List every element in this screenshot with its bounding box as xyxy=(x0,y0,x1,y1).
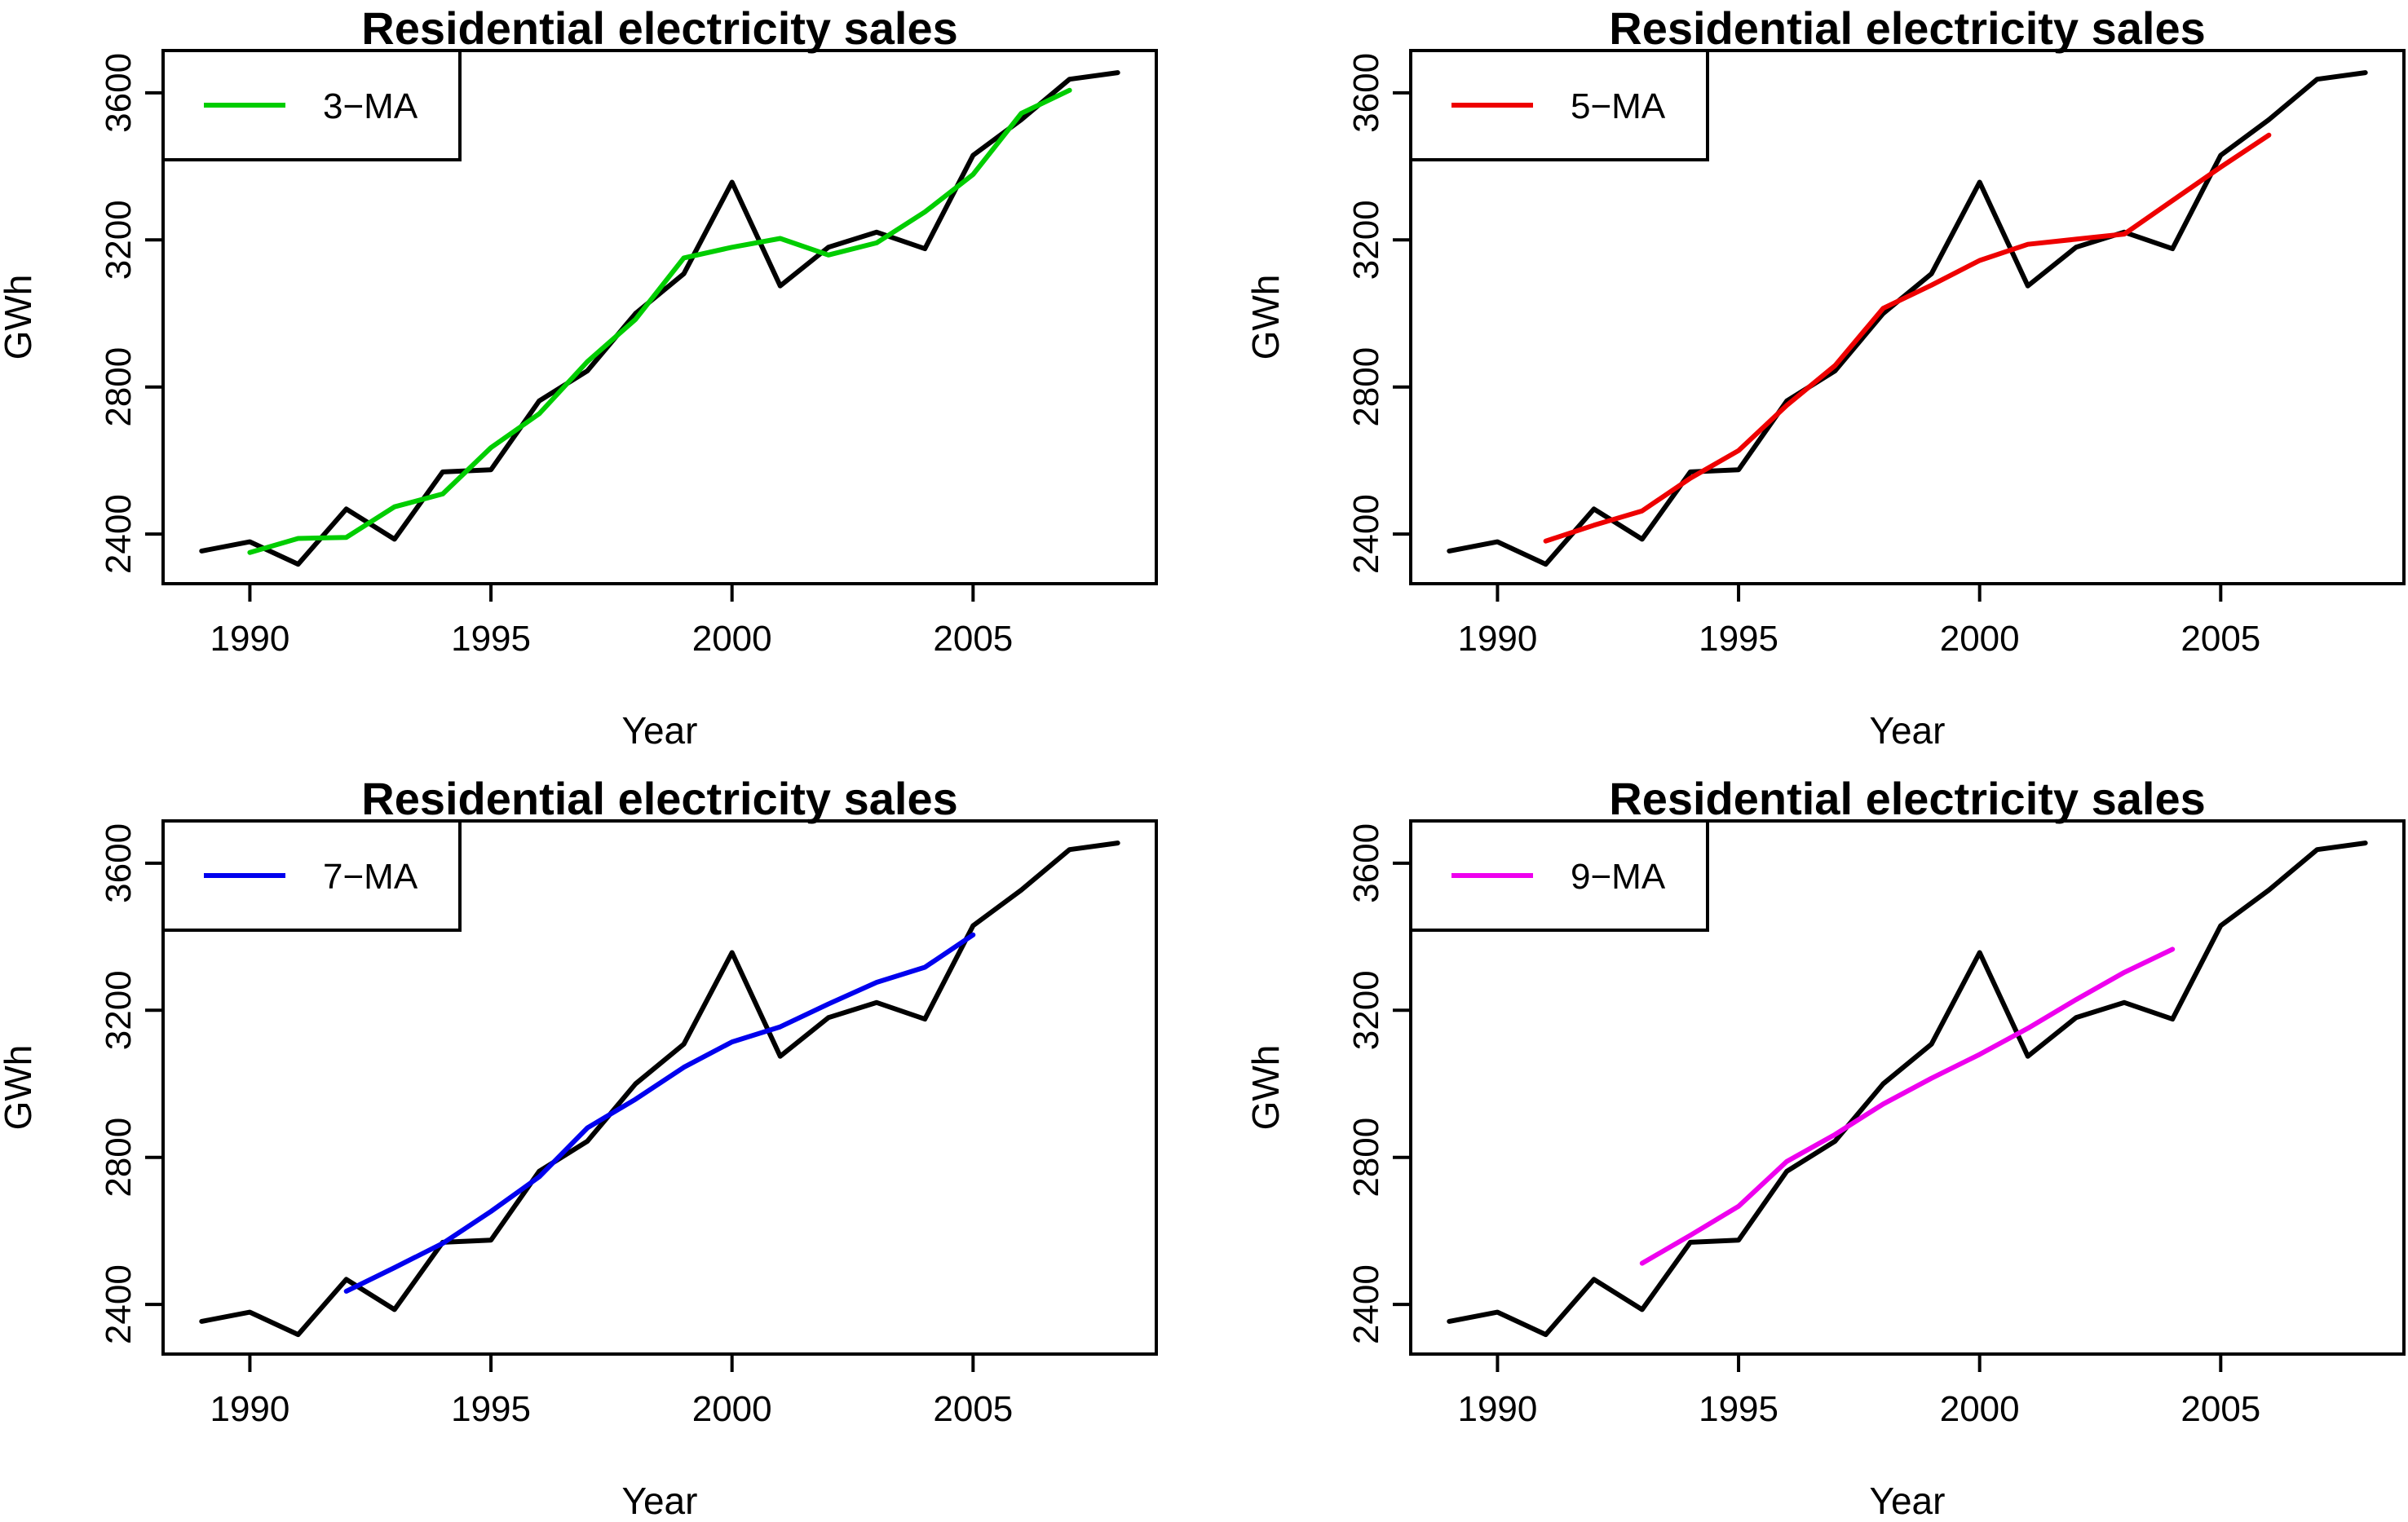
x-axis-label: Year xyxy=(1870,1480,1946,1522)
series-line-ma xyxy=(1639,946,2176,1266)
y-axis-label: GWh xyxy=(0,275,39,360)
plot-frame xyxy=(1409,49,2406,585)
y-tick-label: 3200 xyxy=(1346,970,1386,1050)
y-tick-label: 2400 xyxy=(99,1264,139,1344)
x-tick-label: 2000 xyxy=(692,1389,772,1429)
series-line-observed xyxy=(1447,840,2368,1338)
series-line-ma xyxy=(247,87,1072,555)
y-tick-label: 2400 xyxy=(1346,494,1386,574)
x-axis-label: Year xyxy=(1870,709,1946,752)
y-tick-label: 2800 xyxy=(99,1118,139,1198)
y-tick-label: 3200 xyxy=(99,200,139,280)
x-tick-label: 1995 xyxy=(1699,1389,1778,1429)
series-line-ma xyxy=(1543,132,2272,544)
series-line-observed xyxy=(199,70,1120,567)
y-axis-label: GWh xyxy=(0,1045,39,1131)
series-line-ma xyxy=(343,932,976,1294)
x-tick-label: 1995 xyxy=(451,1389,531,1429)
x-axis-label: Year xyxy=(622,1480,698,1522)
x-tick-label: 1990 xyxy=(210,1389,289,1429)
x-tick-label: 2005 xyxy=(933,1389,1013,1429)
y-tick-label: 3200 xyxy=(99,970,139,1050)
chart-title: Residential electricity sales xyxy=(361,773,958,824)
chart-title: Residential electricity sales xyxy=(1609,773,2206,824)
plot-frame xyxy=(161,49,1158,585)
x-tick-label: 2000 xyxy=(692,619,772,659)
y-axis-label: GWh xyxy=(1244,1045,1287,1131)
legend-label: 7−MA xyxy=(323,857,418,897)
x-tick-label: 1990 xyxy=(1457,1389,1537,1429)
legend-label: 9−MA xyxy=(1571,857,1666,897)
y-tick-label: 3600 xyxy=(1346,53,1386,133)
x-tick-label: 2000 xyxy=(1940,619,2020,659)
plot-frame xyxy=(1409,819,2406,1356)
y-tick-label: 2800 xyxy=(1346,1118,1386,1198)
y-tick-label: 3600 xyxy=(99,53,139,133)
x-tick-label: 2000 xyxy=(1940,1389,2020,1429)
y-tick-label: 2400 xyxy=(99,494,139,574)
x-axis-label: Year xyxy=(622,709,698,752)
y-tick-label: 3600 xyxy=(1346,823,1386,903)
x-tick-label: 2005 xyxy=(2180,619,2260,659)
chart-panel-1: Residential electricity sales 1990 1995 200… xyxy=(0,2,1158,752)
x-tick-label: 1990 xyxy=(210,619,289,659)
chart-title: Residential electricity sales xyxy=(1609,2,2206,54)
y-tick-label: 3600 xyxy=(99,823,139,903)
y-tick-label: 2400 xyxy=(1346,1264,1386,1344)
x-tick-label: 2005 xyxy=(2180,1389,2260,1429)
y-tick-label: 3200 xyxy=(1346,200,1386,280)
chart-panel-3: Residential electricity sales 1990 1995 200… xyxy=(0,773,1158,1522)
y-axis-label: GWh xyxy=(1244,275,1287,360)
x-tick-label: 1990 xyxy=(1457,619,1537,659)
x-tick-label: 1995 xyxy=(451,619,531,659)
x-tick-label: 1995 xyxy=(1699,619,1778,659)
chart-panel-4: Residential electricity sales 1990 1995 200… xyxy=(1244,773,2406,1522)
chart-panel-2: Residential electricity sales 1990 1995 200… xyxy=(1244,2,2406,752)
legend-label: 5−MA xyxy=(1571,86,1666,126)
x-tick-label: 2005 xyxy=(933,619,1013,659)
chart-title: Residential electricity sales xyxy=(361,2,958,54)
plot-frame xyxy=(161,819,1158,1356)
legend-label: 3−MA xyxy=(323,86,418,126)
y-tick-label: 2800 xyxy=(99,347,139,427)
y-tick-label: 2800 xyxy=(1346,347,1386,427)
